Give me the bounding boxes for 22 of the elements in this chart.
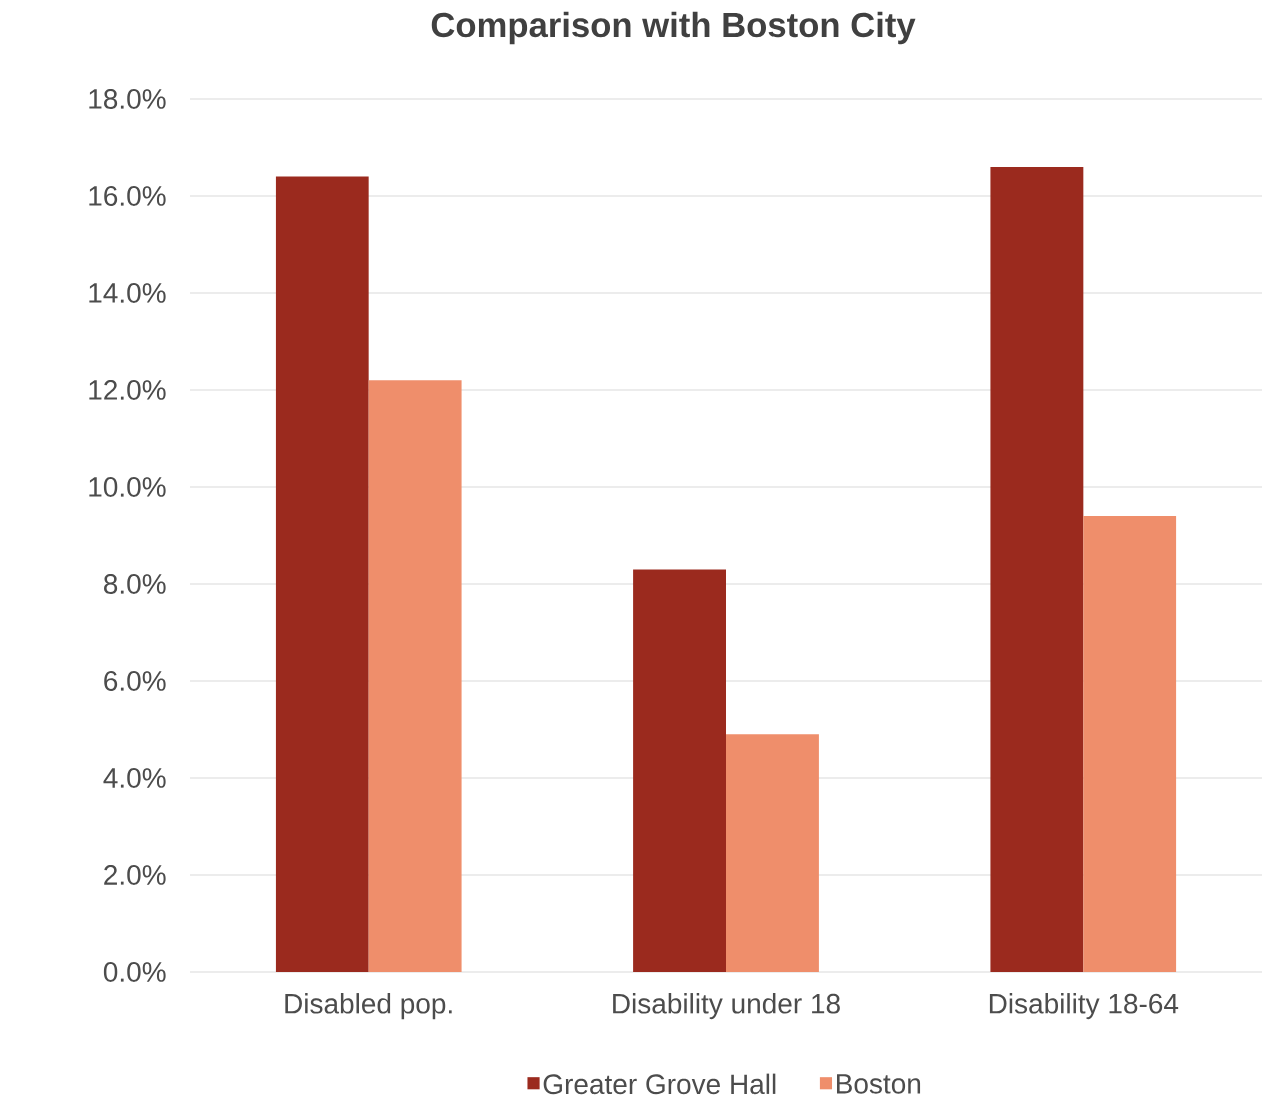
y-tick-label: 14.0% [89, 283, 166, 303]
bar [1083, 516, 1177, 972]
bar [368, 380, 462, 972]
y-tick-label: 6.0% [104, 671, 166, 691]
y-tick-label: 16.0% [89, 186, 166, 206]
chart-title: Comparison with Boston City [431, 11, 916, 45]
bar [990, 166, 1084, 972]
x-tick-label: Disabled pop. [285, 993, 452, 1020]
y-tick-label: 2.0% [104, 865, 166, 885]
y-tick-label: 4.0% [103, 768, 166, 788]
x-tick-label: Disability under 18 [613, 993, 840, 1020]
y-tick-label: 8.0% [104, 574, 166, 594]
legend-label: Boston [837, 1074, 921, 1094]
bar [275, 176, 369, 972]
y-tick-label: 0.0% [103, 962, 166, 982]
bar [726, 734, 819, 972]
x-tick-label: Disability 18-64 [989, 993, 1179, 1020]
y-tick-label: 18.0% [89, 89, 166, 109]
bar [633, 569, 726, 972]
legend-label: Greater Grove Hall [543, 1073, 776, 1095]
y-tick-label: 10.0% [89, 477, 166, 497]
y-tick-label: 12.0% [89, 380, 166, 400]
